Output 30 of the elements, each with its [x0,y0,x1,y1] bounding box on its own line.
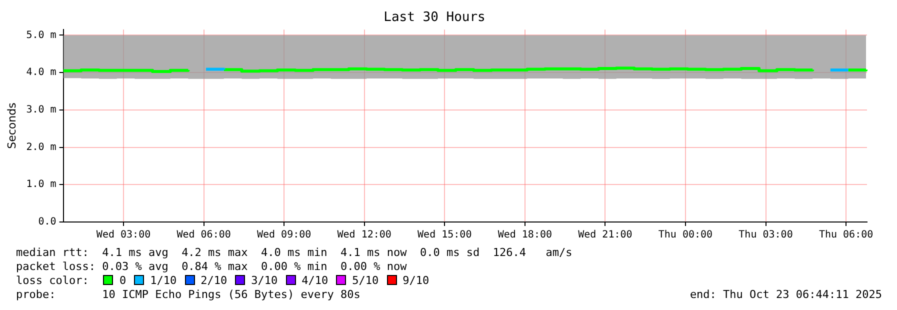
x-tick-label: Thu 03:00 [738,230,793,241]
chart-title: Last 30 Hours [384,10,486,26]
y-tick-label: 2.0 m [26,142,56,153]
legend-label: 4/10 [302,274,328,287]
legend-label: 9/10 [402,274,430,287]
y-tick-label: 5.0 m [26,30,56,41]
y-tick-label: 0.0 [38,216,56,228]
y-tick-label: 1.0 m [26,179,56,190]
x-tick-label: Wed 21:00 [578,230,632,241]
x-tick-label: Wed 06:00 [176,230,231,241]
text: packet loss: 0.03 % avg 0.84 % max 0.00 % min 0.00 % now [16,260,408,274]
text: end: Thu Oct 23 06:44:11 2025 [690,288,882,302]
x-tick-label: Wed 15:00 [418,230,472,241]
x-tick-label: Wed 09:00 [256,230,312,241]
y-tick-label: 4.0 m [26,67,56,78]
legend-label: 3/10 [251,274,278,287]
text: probe: 10 ICMP Echo Pings (56 Bytes) every 80s [16,288,360,301]
legend-label: 1/10 [150,274,177,287]
y-axis-title: Seconds [5,102,18,149]
x-tick-label: Thu 06:00 [818,230,874,241]
legend-label: 0 [119,274,126,287]
x-tick-label: Wed 03:00 [96,230,151,241]
x-tick-label: Thu 00:00 [658,230,713,241]
legend-label: 5/10 [352,274,379,287]
legend-title: loss color: [16,274,90,287]
x-tick-label: Wed 12:00 [337,230,392,241]
x-tick-label: Wed 18:00 [498,230,552,241]
y-tick-label: 3.0 m [26,104,56,116]
legend-label: 2/10 [200,274,228,287]
text: median rtt: 4.1 ms avg 4.2 ms max 4.0 ms min 4.1 ms now 0.0 ms sd 126.4 am/s [16,246,574,260]
